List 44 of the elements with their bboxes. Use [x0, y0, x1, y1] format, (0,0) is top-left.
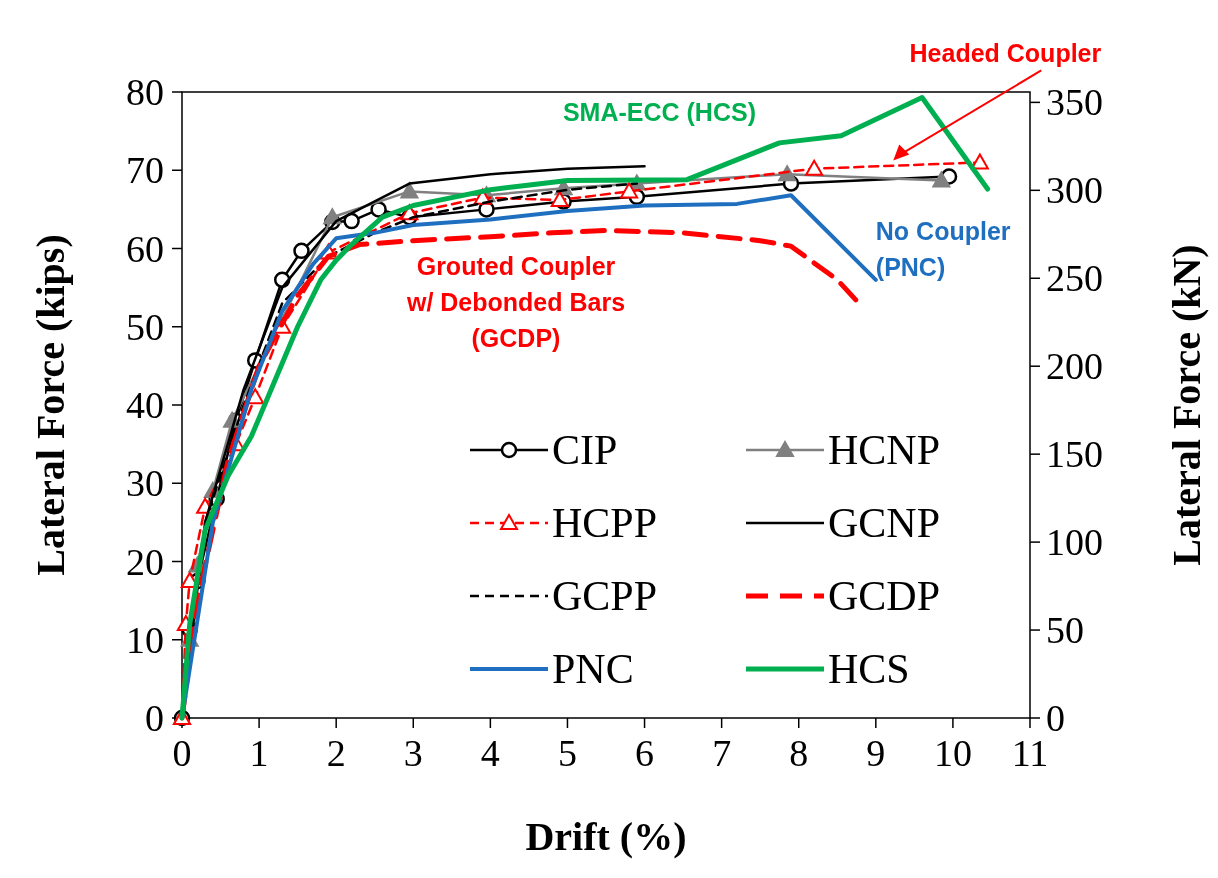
x-tick-label: 10 [933, 732, 972, 774]
legend-label: HCPP [552, 500, 658, 546]
y-tick-label: 10 [126, 618, 164, 661]
annotation: Headed Coupler [909, 39, 1102, 68]
legend-label: GCPP [552, 573, 658, 619]
x-tick-label: 3 [403, 732, 423, 774]
x-tick-label: 4 [480, 732, 500, 774]
x-tick-label: 7 [712, 732, 732, 774]
y2-tick-label: 150 [1046, 433, 1103, 476]
y-axis-title: Lateral Force (kips) [28, 234, 73, 576]
x-tick-label: 11 [1011, 732, 1049, 774]
x-axis-title: Drift (%) [525, 814, 687, 859]
x-tick-label: 6 [635, 732, 655, 774]
y2-tick-label: 100 [1046, 521, 1103, 564]
legend-label: HCNP [828, 427, 941, 473]
x-tick-label: 9 [866, 732, 886, 774]
y-tick-label: 60 [126, 227, 164, 270]
y2-tick-label: 250 [1046, 257, 1103, 300]
y-tick-label: 30 [126, 462, 164, 505]
y2-tick-label: 350 [1046, 81, 1103, 124]
y2-tick-label: 0 [1046, 697, 1065, 739]
x-tick-label: 2 [326, 732, 346, 774]
y-tick-label: 20 [126, 540, 164, 583]
x-tick-label: 8 [789, 732, 809, 774]
legend-label: HCS [828, 646, 910, 692]
y2-tick-label: 50 [1046, 609, 1084, 652]
legend-label: GCNP [828, 500, 941, 546]
legend-label: PNC [552, 646, 634, 692]
y-tick-label: 40 [126, 384, 164, 426]
y-tick-label: 50 [126, 305, 164, 348]
annotation: Grouted Coupler w/ Debonded Bars (GCDP) [405, 251, 626, 352]
legend-label: CIP [552, 427, 618, 473]
y2-axis-title: Lateral Force (kN) [1164, 244, 1209, 566]
y2-tick-label: 300 [1046, 169, 1103, 212]
x-tick-label: 1 [249, 732, 269, 774]
x-tick-label: 0 [172, 732, 192, 774]
y2-tick-label: 200 [1046, 345, 1103, 388]
x-tick-label: 5 [557, 732, 577, 774]
legend-label: GCDP [828, 573, 941, 619]
y-tick-label: 70 [126, 149, 164, 192]
annotation: SMA-ECC (HCS) [562, 97, 756, 126]
annotation: No Coupler (PNC) [875, 216, 1011, 281]
y-tick-label: 0 [145, 697, 164, 739]
y-tick-label: 80 [126, 71, 164, 113]
